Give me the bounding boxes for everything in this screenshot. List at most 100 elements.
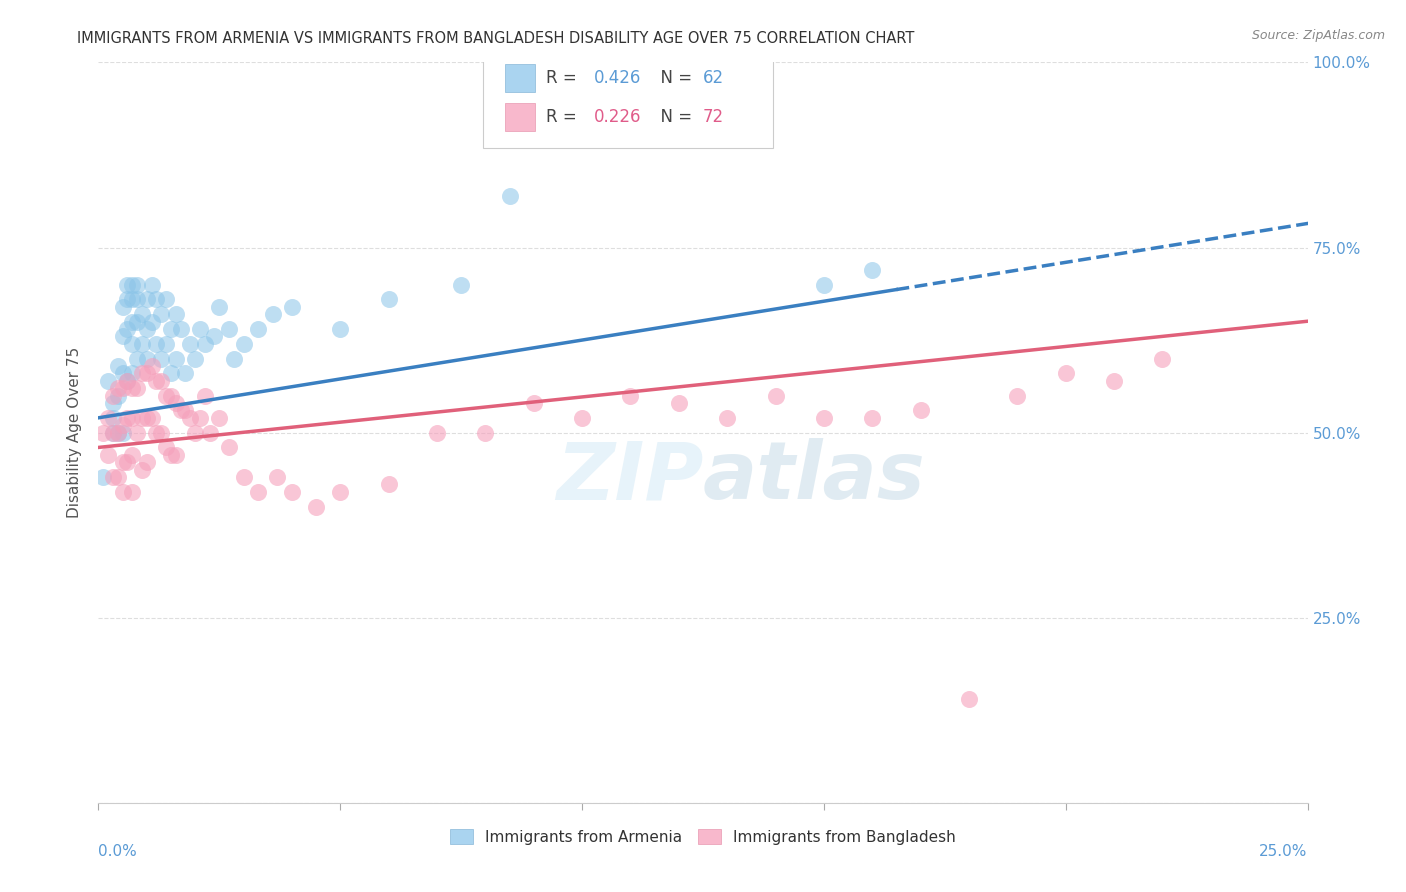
Point xyxy=(117,277,139,292)
Point xyxy=(135,367,157,381)
Point xyxy=(101,388,124,402)
Text: 0.0%: 0.0% xyxy=(98,844,138,858)
Point xyxy=(145,425,167,440)
Point xyxy=(179,336,201,351)
Point xyxy=(910,403,932,417)
Point xyxy=(97,448,120,462)
Point xyxy=(111,329,134,343)
Point xyxy=(117,455,139,469)
Point xyxy=(281,300,304,314)
Point xyxy=(247,484,270,499)
Point xyxy=(208,410,231,425)
Point xyxy=(135,455,157,469)
Point xyxy=(121,448,143,462)
Point xyxy=(305,500,328,514)
Point xyxy=(121,293,143,307)
Point xyxy=(121,336,143,351)
Text: Source: ZipAtlas.com: Source: ZipAtlas.com xyxy=(1251,29,1385,42)
Point xyxy=(117,293,139,307)
Point xyxy=(184,425,207,440)
Point xyxy=(97,410,120,425)
Point xyxy=(194,336,217,351)
Point xyxy=(165,307,187,321)
Point xyxy=(765,388,787,402)
Text: N =: N = xyxy=(650,69,697,87)
Point xyxy=(232,336,254,351)
Point xyxy=(813,277,835,292)
Text: N =: N = xyxy=(650,108,697,127)
Point xyxy=(107,470,129,484)
Point xyxy=(141,314,163,328)
Point xyxy=(121,277,143,292)
Point xyxy=(111,381,134,395)
Text: R =: R = xyxy=(546,69,582,87)
Point xyxy=(127,314,149,328)
Point xyxy=(160,448,183,462)
Point xyxy=(117,322,139,336)
Point xyxy=(127,277,149,292)
Point xyxy=(262,307,284,321)
Point xyxy=(121,484,143,499)
Point xyxy=(101,425,124,440)
Text: ZIP: ZIP xyxy=(555,438,703,516)
Point xyxy=(523,396,546,410)
Point xyxy=(1102,374,1125,388)
Point xyxy=(107,388,129,402)
Point xyxy=(155,336,177,351)
Point xyxy=(184,351,207,366)
Point xyxy=(188,322,211,336)
Point xyxy=(155,441,177,455)
Point xyxy=(121,410,143,425)
Point xyxy=(377,477,399,491)
Point xyxy=(1007,388,1029,402)
Point xyxy=(281,484,304,499)
Point xyxy=(150,374,173,388)
Point xyxy=(141,277,163,292)
Point xyxy=(141,359,163,373)
Point xyxy=(813,410,835,425)
Point xyxy=(131,336,153,351)
Point xyxy=(131,367,153,381)
Point xyxy=(957,692,980,706)
Point xyxy=(121,314,143,328)
Point xyxy=(377,293,399,307)
Point xyxy=(179,410,201,425)
Point xyxy=(474,425,496,440)
Legend: Immigrants from Armenia, Immigrants from Bangladesh: Immigrants from Armenia, Immigrants from… xyxy=(444,822,962,851)
Point xyxy=(160,322,183,336)
Text: atlas: atlas xyxy=(703,438,925,516)
Point xyxy=(117,374,139,388)
Point xyxy=(117,410,139,425)
Point xyxy=(619,388,641,402)
Point xyxy=(145,374,167,388)
Point xyxy=(716,410,738,425)
Point xyxy=(145,336,167,351)
Point xyxy=(150,351,173,366)
Point xyxy=(127,425,149,440)
Point xyxy=(860,410,883,425)
Point xyxy=(498,188,520,202)
Point xyxy=(101,410,124,425)
Point xyxy=(145,293,167,307)
Point xyxy=(127,351,149,366)
Point xyxy=(174,367,197,381)
Text: 25.0%: 25.0% xyxy=(1260,844,1308,858)
Point xyxy=(194,388,217,402)
Point xyxy=(127,381,149,395)
Point xyxy=(101,396,124,410)
Point xyxy=(160,388,183,402)
Point xyxy=(450,277,472,292)
Point xyxy=(160,367,183,381)
Point xyxy=(111,418,134,433)
Point xyxy=(860,262,883,277)
FancyBboxPatch shape xyxy=(482,47,773,147)
Point xyxy=(107,425,129,440)
Point xyxy=(111,300,134,314)
Point xyxy=(204,329,226,343)
Point xyxy=(107,381,129,395)
Point xyxy=(131,307,153,321)
Point xyxy=(169,322,191,336)
Point xyxy=(329,322,352,336)
Point xyxy=(150,425,173,440)
Point xyxy=(111,425,134,440)
